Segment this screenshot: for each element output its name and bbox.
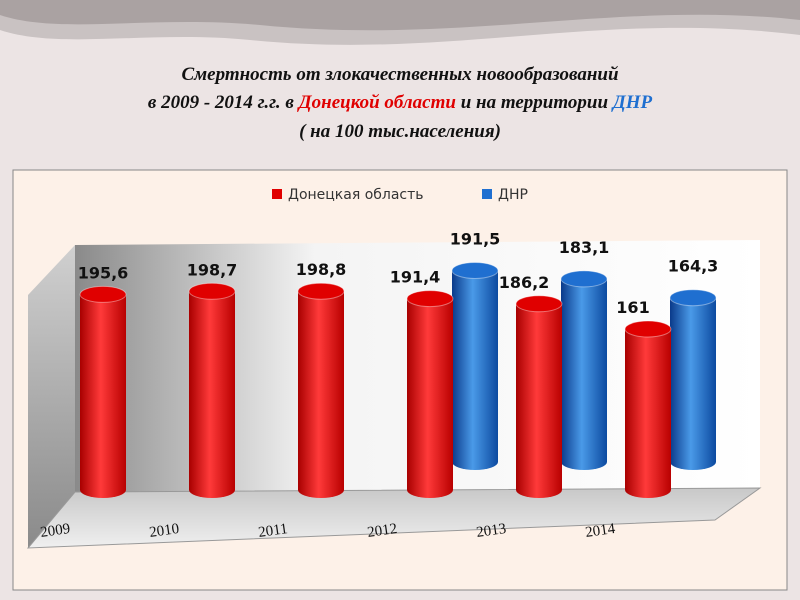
- bar-top: [297, 282, 345, 300]
- bar: [407, 298, 453, 498]
- bar-top: [624, 320, 672, 338]
- title-part: Донецкой области: [297, 92, 456, 113]
- data-label: 161: [616, 298, 649, 317]
- title-line: в 2009 - 2014 г.г. в Донецкой области и …: [148, 92, 653, 113]
- bar-top: [560, 270, 608, 288]
- legend-swatch: [482, 189, 492, 199]
- header-wave: [0, 0, 800, 31]
- bar: [561, 278, 607, 470]
- legend-label: Донецкая область: [288, 187, 424, 203]
- bar: [80, 294, 126, 498]
- bar-top: [669, 289, 717, 307]
- bar: [298, 291, 344, 498]
- data-label: 186,2: [499, 273, 550, 292]
- title-line: ( на 100 тыс.населения): [299, 121, 501, 142]
- title-part: и на территории: [461, 92, 608, 113]
- x-tick-label: 2013: [475, 521, 507, 541]
- title-part: ДНР: [611, 92, 653, 113]
- data-label: 198,7: [187, 260, 238, 279]
- bar: [189, 291, 235, 498]
- bar: [625, 329, 671, 498]
- data-label: 198,8: [296, 260, 347, 279]
- bar-top: [515, 295, 563, 313]
- bar: [516, 303, 562, 498]
- x-tick-label: 2010: [148, 521, 180, 541]
- bar-top: [79, 285, 127, 303]
- title-part: в 2009 - 2014 г.г. в: [148, 92, 295, 113]
- x-tick-label: 2009: [39, 521, 71, 541]
- plot: 2009 195,6 2010 198,7 2011 198,8 2012 191,5 191,…: [39, 230, 718, 541]
- bar: [452, 270, 498, 470]
- data-label: 164,3: [668, 257, 719, 276]
- title-line: Смертность от злокачественных новообразо…: [181, 64, 618, 85]
- bar: [670, 297, 716, 470]
- x-tick-label: 2012: [366, 521, 398, 541]
- data-label: 191,5: [450, 230, 501, 249]
- legend-swatch: [272, 189, 282, 199]
- bar-top: [406, 290, 454, 308]
- bar-top: [451, 262, 499, 279]
- x-tick-label: 2011: [257, 521, 288, 541]
- data-label: 195,6: [78, 263, 129, 282]
- bar-top: [188, 282, 236, 300]
- data-label: 191,4: [390, 268, 441, 287]
- x-tick-label: 2014: [584, 521, 616, 541]
- legend-label: ДНР: [498, 187, 528, 203]
- side-wall: [28, 245, 75, 548]
- data-label: 183,1: [559, 238, 610, 257]
